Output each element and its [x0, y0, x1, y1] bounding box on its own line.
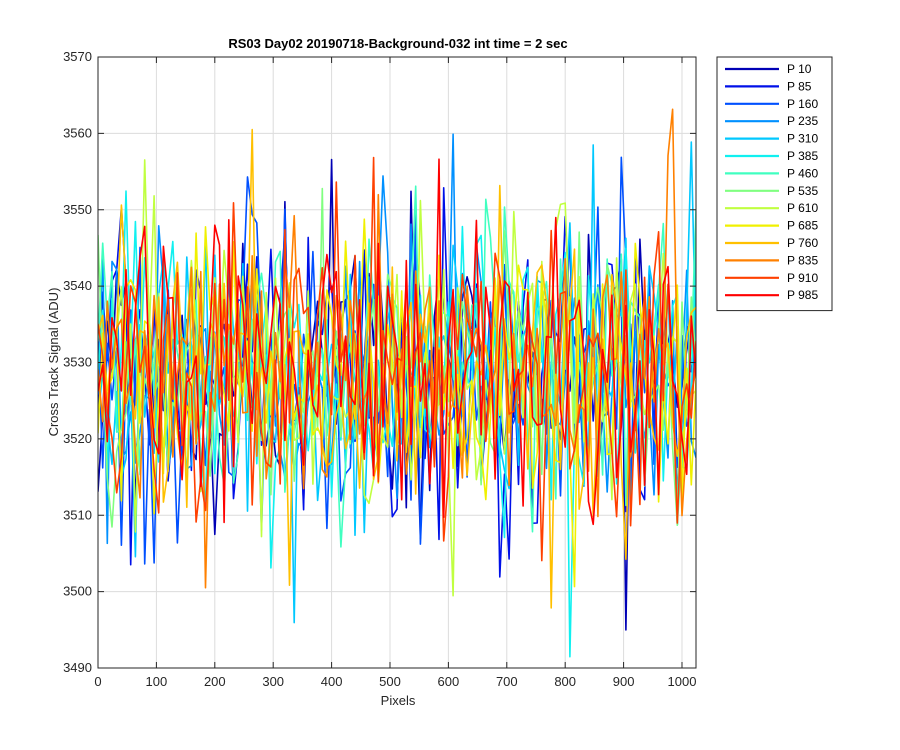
x-axis: 0 100 200 300 400 500 600 700 800 900 1000 [94, 57, 696, 689]
y-axis-label: Cross Track Signal (ADU) [46, 288, 61, 437]
legend-label: P 160 [787, 97, 818, 111]
legend-label: P 85 [787, 79, 812, 93]
legend-label: P 760 [787, 236, 818, 250]
y-tick-label: 3530 [63, 355, 92, 370]
chart-title: RS03 Day02 20190718-Background-032 int t… [228, 36, 567, 51]
x-tick-label: 200 [204, 674, 226, 689]
legend-label: P 535 [787, 184, 818, 198]
legend-label: P 685 [787, 219, 818, 233]
x-tick-label: 400 [321, 674, 343, 689]
y-tick-label: 3540 [63, 278, 92, 293]
legend-label: P 10 [787, 62, 812, 76]
legend-label: P 460 [787, 166, 818, 180]
legend-label: P 985 [787, 288, 818, 302]
y-axis: 3490 3500 3510 3520 3530 3540 3550 3560 3570 [63, 49, 696, 675]
x-tick-label: 700 [496, 674, 518, 689]
x-tick-label: 300 [262, 674, 284, 689]
y-tick-label: 3490 [63, 660, 92, 675]
y-tick-label: 3570 [63, 49, 92, 64]
series-line [98, 158, 696, 526]
legend-label: P 910 [787, 271, 818, 285]
x-tick-label: 100 [146, 674, 168, 689]
legend-label: P 235 [787, 114, 818, 128]
x-tick-label: 900 [613, 674, 635, 689]
x-tick-label: 600 [438, 674, 460, 689]
x-axis-label: Pixels [381, 693, 416, 708]
y-tick-label: 3510 [63, 507, 92, 522]
y-tick-label: 3500 [63, 584, 92, 599]
series-line [98, 185, 696, 548]
legend-label: P 610 [787, 201, 818, 215]
legend-label: P 835 [787, 253, 818, 267]
x-tick-label: 0 [94, 674, 101, 689]
legend: P 10 P 85 P 160 P 235 P 310 P 385 P 460 P 535 P … [716, 56, 833, 312]
x-tick-label: 500 [379, 674, 401, 689]
y-tick-label: 3560 [63, 125, 92, 140]
legend-label: P 310 [787, 132, 818, 146]
legend-box [716, 56, 833, 312]
x-tick-label: 1000 [668, 674, 697, 689]
series-lines [98, 108, 696, 658]
series-line [98, 218, 696, 588]
x-tick-label: 800 [554, 674, 576, 689]
y-tick-label: 3520 [63, 431, 92, 446]
legend-label: P 385 [787, 149, 818, 163]
y-tick-label: 3550 [63, 202, 92, 217]
